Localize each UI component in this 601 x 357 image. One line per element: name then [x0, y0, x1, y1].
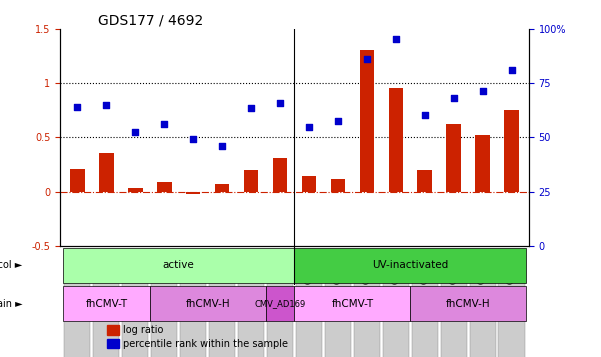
Bar	[186, 192, 201, 194]
Bar	[447, 124, 461, 192]
Point	[275, 100, 285, 105]
Point	[391, 37, 401, 42]
Point	[478, 88, 487, 94]
Text: CMV_AD169: CMV_AD169	[254, 299, 306, 308]
Point	[304, 124, 314, 130]
FancyBboxPatch shape	[63, 248, 294, 283]
Text: fhCMV-H: fhCMV-H	[185, 298, 230, 308]
FancyBboxPatch shape	[150, 286, 266, 321]
FancyBboxPatch shape	[296, 251, 322, 357]
FancyBboxPatch shape	[238, 251, 264, 357]
Bar	[504, 110, 519, 192]
FancyBboxPatch shape	[93, 251, 120, 357]
Point	[333, 118, 343, 124]
Point	[449, 95, 459, 101]
Bar	[128, 187, 142, 192]
Point	[362, 56, 371, 62]
FancyBboxPatch shape	[180, 251, 206, 357]
Point	[73, 104, 82, 110]
FancyBboxPatch shape	[267, 251, 293, 357]
Text: fhCMV-H: fhCMV-H	[446, 298, 490, 308]
Bar	[70, 169, 85, 192]
FancyBboxPatch shape	[123, 251, 148, 357]
Bar	[302, 176, 316, 192]
Point	[218, 143, 227, 149]
Text: strain ►: strain ►	[0, 298, 23, 308]
Text: UV-inactivated: UV-inactivated	[372, 261, 448, 271]
Bar	[99, 153, 114, 192]
FancyBboxPatch shape	[294, 248, 526, 283]
Bar	[157, 182, 171, 192]
Bar	[215, 184, 230, 192]
FancyBboxPatch shape	[354, 251, 380, 357]
Text: protocol ►: protocol ►	[0, 261, 23, 271]
Point	[159, 121, 169, 127]
Point	[102, 102, 111, 108]
Text: GDS177 / 4692: GDS177 / 4692	[97, 14, 203, 27]
Bar	[273, 158, 287, 192]
FancyBboxPatch shape	[63, 286, 150, 321]
Bar	[475, 135, 490, 192]
Point	[130, 129, 140, 135]
FancyBboxPatch shape	[469, 251, 496, 357]
Text: percentile rank within the sample: percentile rank within the sample	[123, 339, 288, 349]
Bar	[107, 339, 119, 348]
Bar	[244, 170, 258, 192]
FancyBboxPatch shape	[266, 286, 294, 321]
FancyBboxPatch shape	[441, 251, 466, 357]
FancyBboxPatch shape	[64, 251, 91, 357]
FancyBboxPatch shape	[325, 251, 351, 357]
Bar	[418, 170, 432, 192]
Bar	[107, 325, 119, 335]
Text: log ratio: log ratio	[123, 325, 163, 335]
Point	[507, 67, 516, 73]
Point	[246, 105, 256, 111]
Text: fhCMV-T: fhCMV-T	[85, 298, 127, 308]
Point	[188, 136, 198, 141]
FancyBboxPatch shape	[383, 251, 409, 357]
Text: active: active	[163, 261, 195, 271]
FancyBboxPatch shape	[294, 286, 410, 321]
Bar	[331, 179, 345, 192]
FancyBboxPatch shape	[151, 251, 177, 357]
FancyBboxPatch shape	[498, 251, 525, 357]
Text: fhCMV-T: fhCMV-T	[331, 298, 373, 308]
Bar	[388, 89, 403, 192]
Bar	[359, 50, 374, 192]
FancyBboxPatch shape	[209, 251, 235, 357]
Point	[420, 112, 430, 117]
FancyBboxPatch shape	[410, 286, 526, 321]
FancyBboxPatch shape	[412, 251, 438, 357]
